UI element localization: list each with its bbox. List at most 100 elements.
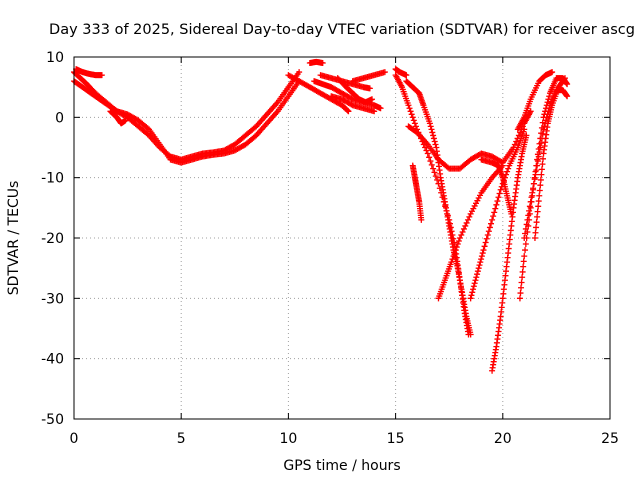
data-point: [458, 231, 465, 238]
data-point: [522, 230, 529, 237]
data-point: [466, 213, 473, 220]
data-point: [533, 167, 540, 174]
data-point: [459, 228, 466, 235]
data-point: [426, 154, 433, 161]
data-point: [475, 265, 482, 272]
y-tick-label: 0: [55, 110, 64, 126]
data-point: [469, 289, 476, 296]
data-point: [470, 283, 477, 290]
data-point: [527, 108, 534, 115]
data-point: [472, 277, 479, 284]
data-point: [456, 235, 463, 241]
series-arc-18: [467, 126, 528, 302]
y-tick-label: 10: [46, 50, 64, 66]
data-point: [406, 105, 413, 112]
data-point: [534, 208, 541, 215]
data-point: [536, 192, 543, 199]
data-point: [533, 224, 540, 231]
data-point: [488, 220, 495, 227]
data-point: [463, 219, 470, 226]
data-point: [452, 247, 459, 254]
data-point: [538, 171, 545, 178]
data-point: [407, 108, 414, 115]
data-point: [403, 72, 410, 79]
data-point: [549, 69, 556, 76]
data-point: [522, 225, 529, 232]
data-point: [536, 187, 543, 194]
data-point: [411, 120, 418, 127]
data-point: [516, 295, 523, 302]
data-point: [495, 194, 502, 201]
data-point: [471, 280, 478, 287]
data-point: [429, 129, 436, 136]
data-point: [490, 213, 497, 220]
data-point: [480, 247, 487, 254]
data-point: [529, 189, 536, 196]
data-point: [535, 153, 542, 160]
data-point: [431, 169, 438, 176]
data-point: [481, 243, 488, 250]
data-point: [454, 241, 461, 248]
data-point: [561, 76, 568, 83]
y-tick-label: -30: [41, 291, 64, 307]
series-arc-16: [409, 162, 425, 223]
data-point: [496, 190, 503, 197]
data-point: [450, 253, 457, 260]
data-point: [424, 150, 431, 157]
series-arc-17: [435, 162, 506, 302]
y-tick-label: -50: [41, 412, 64, 428]
data-point: [523, 132, 530, 139]
data-point: [534, 158, 541, 165]
data-point: [478, 253, 485, 260]
data-point: [530, 185, 537, 192]
data-point: [422, 144, 429, 151]
data-point: [531, 235, 538, 241]
data-point: [405, 102, 412, 109]
data-point: [453, 244, 460, 251]
data-point: [418, 216, 425, 223]
data-point: [467, 295, 474, 302]
data-point: [492, 205, 499, 212]
data-point: [464, 216, 471, 223]
data-point: [412, 123, 419, 130]
data-point: [537, 182, 544, 189]
data-point: [498, 158, 505, 165]
data-point: [531, 176, 538, 183]
data-point: [484, 231, 491, 238]
data-point: [451, 250, 458, 257]
data-point: [345, 108, 352, 115]
data-point: [564, 93, 571, 100]
data-point: [504, 168, 511, 175]
data-point: [477, 259, 484, 266]
data-point: [482, 239, 489, 246]
series-arc-23: [514, 69, 556, 133]
series-arc-3: [73, 66, 105, 79]
series-arc-9: [334, 75, 376, 106]
data-point: [561, 75, 568, 82]
data-point: [491, 209, 498, 216]
data-point: [538, 166, 545, 173]
series-arc-15: [405, 108, 534, 172]
data-point: [348, 101, 355, 108]
x-tick-label: 20: [494, 431, 512, 447]
data-point: [448, 259, 455, 266]
data-point: [479, 250, 486, 257]
data-point: [377, 105, 384, 112]
data-point: [371, 108, 378, 115]
data-point: [432, 173, 439, 180]
data-point: [497, 186, 504, 193]
data-point: [539, 161, 546, 168]
data-point: [538, 139, 545, 146]
series-arc-7: [311, 78, 384, 112]
data-point: [522, 247, 529, 254]
data-point: [519, 268, 526, 275]
data-point: [449, 256, 456, 263]
data-point: [430, 132, 437, 139]
data-point: [527, 198, 534, 205]
series-arc-24: [531, 75, 568, 241]
data-point: [144, 125, 151, 132]
data-point: [473, 274, 480, 281]
data-point: [505, 165, 512, 172]
data-point: [534, 162, 541, 169]
data-point: [494, 198, 501, 205]
